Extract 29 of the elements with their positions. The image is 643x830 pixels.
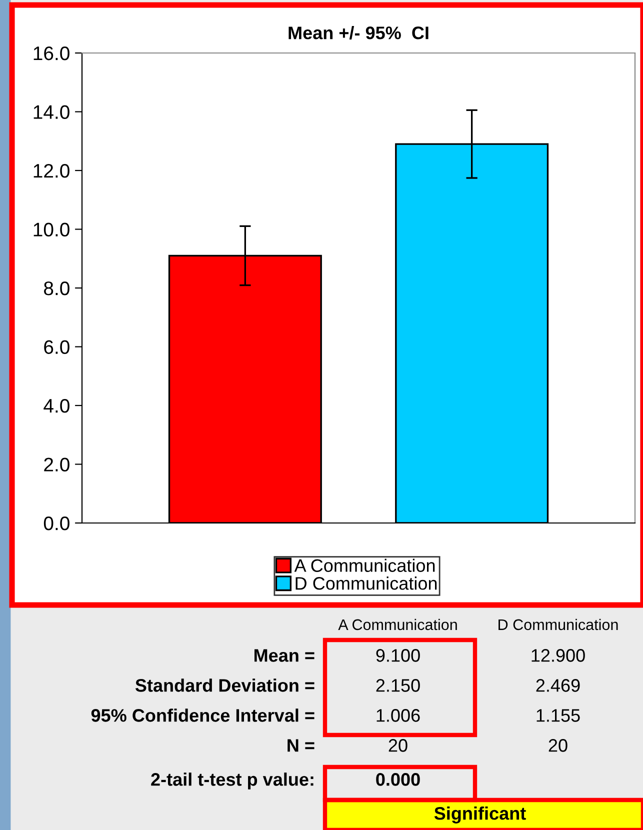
text: 2.469 bbox=[536, 679, 580, 692]
text: 2.150 bbox=[376, 679, 420, 692]
y-tick-label: 8.0 bbox=[44, 281, 70, 296]
y-tick-label: 14.0 bbox=[34, 105, 70, 119]
y-tick-label: 0.0 bbox=[44, 516, 70, 530]
text: 20 bbox=[548, 739, 568, 752]
y-tick-label: 4.0 bbox=[44, 398, 70, 413]
y-tick-label: 12.0 bbox=[34, 164, 70, 178]
text: N = bbox=[288, 739, 314, 752]
text: 2-tail t-test p value: bbox=[151, 772, 314, 790]
text: A Communication bbox=[338, 618, 457, 630]
text: 12.900 bbox=[532, 649, 585, 662]
text: 1.155 bbox=[536, 709, 580, 722]
text: 1.006 bbox=[376, 709, 420, 722]
text: Mean = bbox=[254, 649, 314, 662]
chart-title: Mean +/- 95% CI bbox=[288, 26, 428, 40]
text: 9.100 bbox=[376, 649, 420, 662]
y-tick-label: 10.0 bbox=[34, 222, 70, 236]
y-tick-label: 6.0 bbox=[44, 340, 70, 354]
text: 20 bbox=[388, 739, 408, 752]
text: Significant bbox=[434, 806, 526, 824]
y-tick-label: 2.0 bbox=[44, 458, 70, 472]
text: 0.000 bbox=[376, 773, 420, 786]
text: 95% Confidence Interval = bbox=[91, 708, 314, 722]
text: Standard Deviation = bbox=[135, 678, 314, 692]
text: D Communication bbox=[498, 618, 618, 630]
legend-label: A Communication bbox=[294, 558, 435, 572]
legend-label: D Communication bbox=[296, 576, 437, 590]
y-tick-label: 16.0 bbox=[34, 46, 70, 60]
